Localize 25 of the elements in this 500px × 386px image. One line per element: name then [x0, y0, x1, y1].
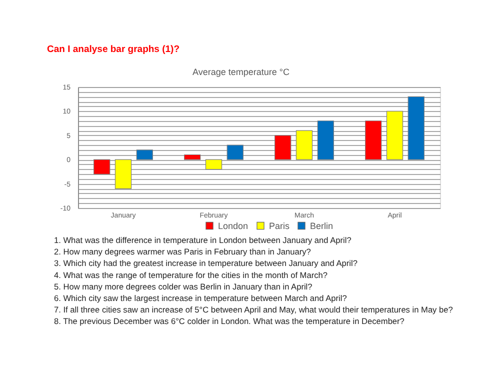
bar	[94, 159, 110, 174]
chart-subtitle: Average temperature °C	[192, 67, 290, 77]
text: 2. How many degrees warmer was Paris in February than in January?	[54, 246, 312, 257]
legend-label: Paris	[269, 220, 290, 231]
chart-title: Can I analyse bar graphs (1)?	[47, 44, 180, 55]
bar	[205, 159, 222, 170]
text: 1. What was the difference in temperature in London between January and April?	[54, 235, 352, 245]
bar	[408, 96, 424, 160]
legend-label: London	[218, 220, 248, 231]
text: 7. If all three cities saw an increase of 5°C between April and May, what would their temperatures in May be?	[54, 304, 454, 315]
bar	[114, 159, 132, 189]
text: 4. What was the range of temperature for the cities in the month of March?	[54, 270, 328, 280]
bar	[386, 110, 404, 160]
text: 3. Which city had the greatest increase in temperature between January and April?	[54, 258, 358, 268]
text: 8. The previous December was 6°C colder in London. What was the temperature in December?	[54, 316, 405, 326]
bar	[365, 120, 382, 160]
bar	[296, 130, 313, 160]
bar	[317, 120, 334, 160]
text: 5. How many more degrees colder was Berlin in January than in April?	[54, 281, 313, 292]
bar	[226, 144, 244, 160]
bar	[274, 135, 292, 160]
bar	[184, 154, 201, 160]
legend-label: Berlin	[310, 220, 334, 231]
bar	[136, 150, 153, 160]
text: 6. Which city saw the largest increase in temperature between March and April?	[54, 293, 348, 303]
